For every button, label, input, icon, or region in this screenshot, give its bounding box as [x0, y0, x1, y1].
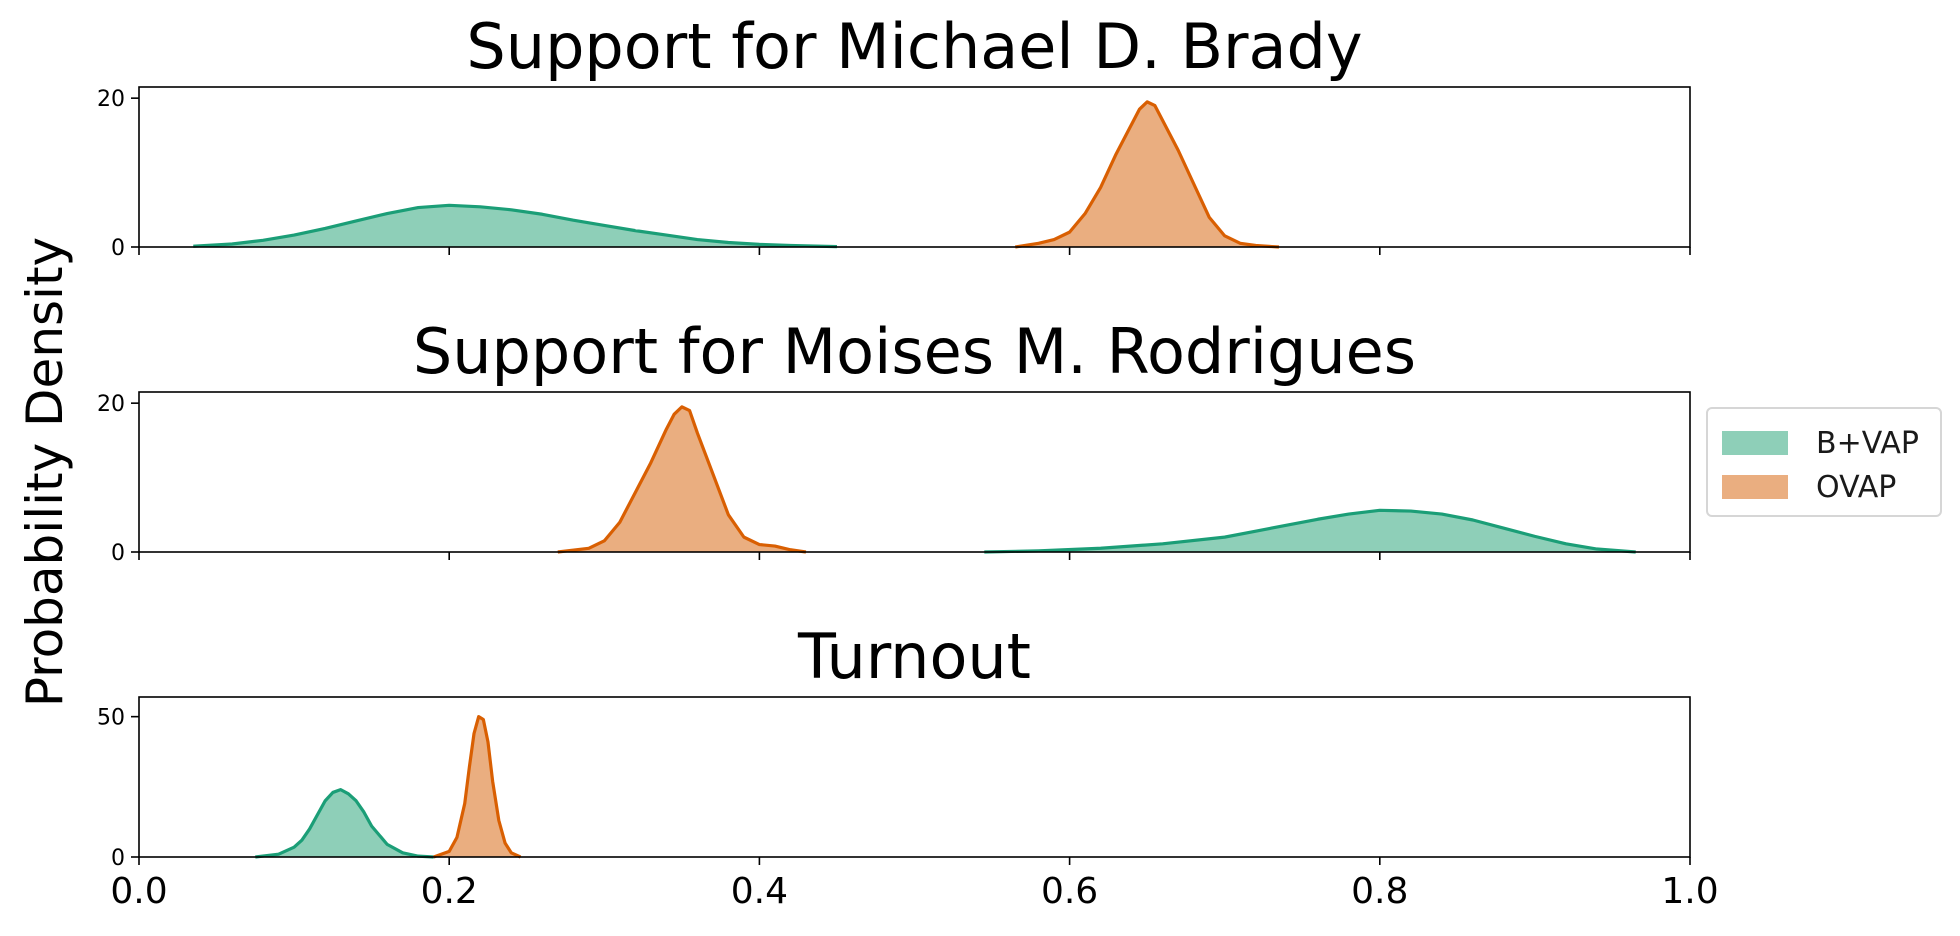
panel-2-frame — [138, 391, 1691, 553]
panel-2-ytick-label-20: 20 — [97, 392, 125, 417]
panel-1-ytick-label-0: 0 — [111, 236, 125, 261]
legend: B+VAP OVAP — [1706, 407, 1942, 517]
panel-2-ytick-label-0: 0 — [111, 541, 125, 566]
legend-label-bvap: B+VAP — [1816, 425, 1919, 461]
y-axis-label: Probability Density — [16, 237, 74, 707]
panel-1-ovap-area — [1015, 101, 1279, 247]
x-tick-label-2: 0.4 — [731, 871, 788, 912]
panel-2-title: Support for Moises M. Rodrigues — [413, 315, 1416, 388]
x-tick-label-0: 0.0 — [110, 871, 167, 912]
panel-3-bvap-line — [255, 788, 434, 859]
panel-1-ytick-label-20: 20 — [97, 87, 125, 112]
x-tick-label-4: 0.8 — [1351, 871, 1408, 912]
legend-item-bvap: B+VAP — [1722, 423, 1919, 463]
panel-1-title: Support for Michael D. Brady — [466, 10, 1362, 83]
panel-3-ovap-line — [433, 715, 522, 859]
panel-3-ovap-area — [433, 716, 521, 857]
legend-label-ovap: OVAP — [1816, 469, 1897, 505]
panel-3-bvap-area — [255, 789, 434, 857]
panel-3-frame — [138, 696, 1691, 858]
legend-swatch-bvap — [1722, 431, 1788, 455]
panel-1-bvap-line — [193, 203, 837, 249]
panel-3-ytick-label-50: 50 — [97, 706, 125, 731]
panel-3-title: Turnout — [797, 620, 1031, 693]
panel-1-frame — [138, 86, 1691, 248]
panel-1-ovap-line — [1015, 100, 1280, 249]
panel-2-ovap-area — [557, 406, 806, 552]
panel-2-bvap-area — [984, 510, 1636, 552]
panel-2-ovap-line — [557, 405, 807, 554]
legend-swatch-ovap — [1722, 475, 1788, 499]
x-tick-label-3: 0.6 — [1041, 871, 1098, 912]
panel-3-ytick-label-0: 0 — [111, 846, 125, 871]
panel-2-bvap-line — [984, 508, 1636, 554]
x-tick-label-5: 1.0 — [1661, 871, 1718, 912]
legend-item-ovap: OVAP — [1722, 467, 1896, 507]
x-tick-label-1: 0.2 — [421, 871, 478, 912]
